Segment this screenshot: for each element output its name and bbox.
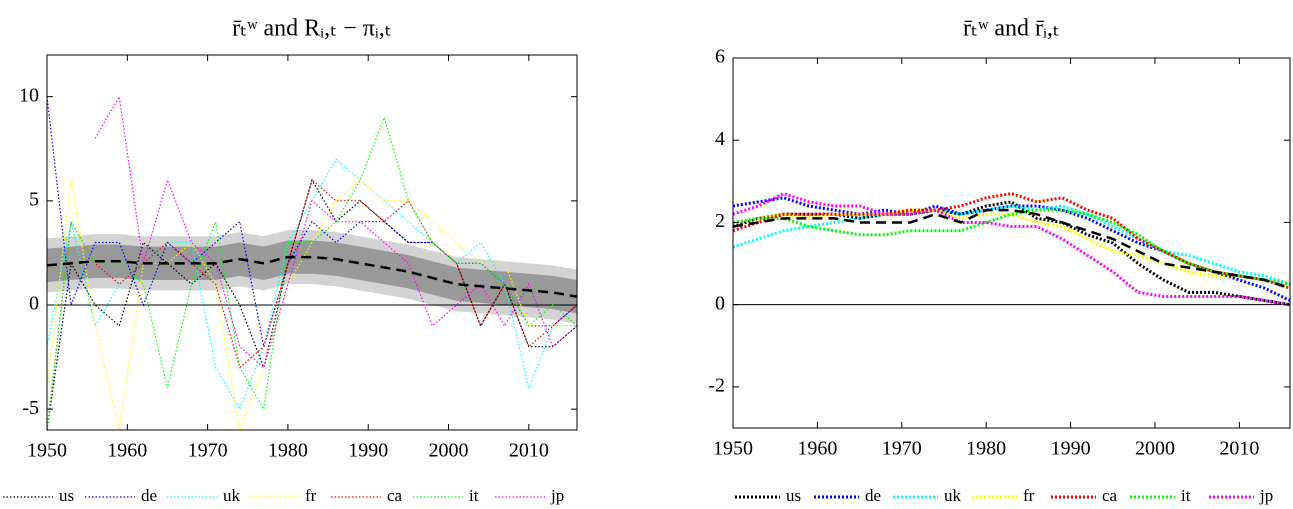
series-line — [733, 192, 1290, 307]
series-line — [94, 94, 577, 369]
x-tick-label: 1950 — [713, 438, 753, 460]
legend-label: fr — [305, 486, 317, 505]
y-tick-label: 4 — [715, 128, 725, 150]
legend-label: it — [1181, 486, 1191, 505]
trend-line — [733, 208, 1290, 290]
series-line — [733, 208, 1290, 290]
legend-label: de — [865, 486, 881, 505]
x-tick-label: 1990 — [348, 440, 388, 462]
legend-label: us — [59, 486, 74, 505]
legend-label: fr — [1023, 486, 1035, 505]
x-tick-label: 1980 — [268, 440, 308, 462]
x-tick-label: 1950 — [27, 440, 67, 462]
axes-box — [732, 57, 1291, 429]
axes-box — [46, 54, 578, 431]
plot-area — [733, 192, 1290, 307]
series-line — [47, 178, 577, 430]
y-tick-label: -5 — [22, 397, 39, 419]
y-tick-label: 0 — [715, 292, 725, 314]
series-line — [47, 96, 577, 347]
legend-label: us — [786, 486, 801, 505]
x-tick-label: 2000 — [1135, 438, 1175, 460]
x-tick-label: 2010 — [1219, 438, 1259, 460]
legend-label: uk — [944, 486, 962, 505]
x-tick-label: 1970 — [882, 438, 922, 460]
series-line — [733, 200, 1290, 307]
x-tick-label: 1980 — [966, 438, 1006, 460]
x-tick-label: 1960 — [107, 440, 147, 462]
y-tick-label: -2 — [708, 374, 725, 396]
x-tick-label: 1970 — [188, 440, 228, 462]
x-tick-label: 2010 — [509, 440, 549, 462]
x-tick-label: 1960 — [797, 438, 837, 460]
legend-label: it — [469, 486, 479, 505]
y-tick-label: 2 — [715, 210, 725, 232]
series-line — [733, 196, 1290, 302]
series-line — [47, 115, 577, 430]
trend-line — [47, 255, 577, 298]
series-line — [733, 192, 1290, 290]
y-tick-label: 6 — [715, 46, 725, 68]
legend-label: uk — [223, 486, 241, 505]
legend-label: jp — [550, 486, 564, 505]
legend-label: ca — [1102, 486, 1118, 505]
series-line — [733, 208, 1290, 286]
legend-label: ca — [387, 486, 403, 505]
legend-label: de — [141, 486, 157, 505]
legend-label: jp — [1259, 486, 1273, 505]
chart-title: r̄ₜʷ and Rᵢ,ₜ − πᵢ,ₜ — [232, 16, 392, 42]
confidence-band — [47, 240, 577, 314]
chart-title: r̄ₜʷ and r̄ᵢ,ₜ — [963, 16, 1060, 42]
y-tick-label: 5 — [29, 188, 39, 210]
y-tick-label: 0 — [29, 293, 39, 315]
x-tick-label: 2000 — [429, 440, 469, 462]
plot-area — [47, 94, 577, 430]
x-tick-label: 1990 — [1051, 438, 1091, 460]
series-line — [733, 204, 1290, 286]
y-tick-label: 10 — [19, 84, 39, 106]
